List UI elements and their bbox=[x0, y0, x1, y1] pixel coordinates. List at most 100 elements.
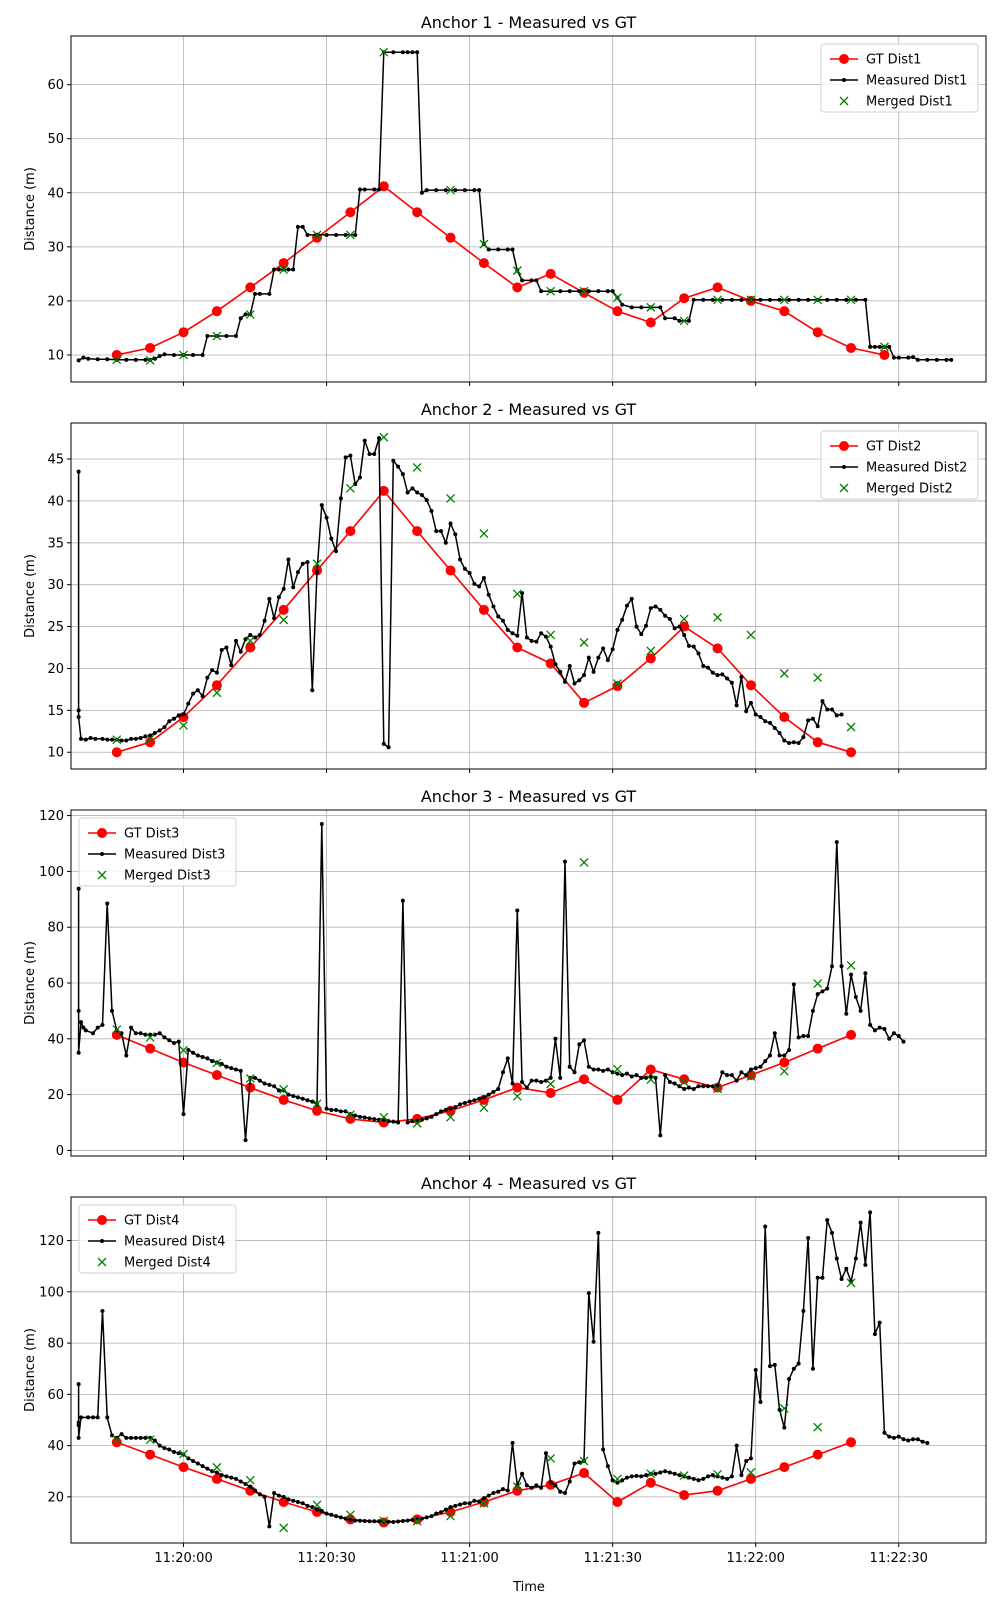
measured-point bbox=[257, 1492, 262, 1497]
measured-point bbox=[481, 1496, 486, 1501]
measured-point bbox=[524, 1483, 529, 1488]
measured-point bbox=[372, 1519, 377, 1524]
measured-point bbox=[820, 1275, 825, 1280]
measured-point bbox=[868, 344, 873, 349]
measured-point bbox=[300, 1096, 305, 1101]
y-tick-label: 10 bbox=[47, 746, 64, 761]
measured-point bbox=[725, 1073, 730, 1078]
measured-point bbox=[453, 532, 458, 537]
measured-point bbox=[148, 733, 153, 738]
measured-point bbox=[439, 1510, 444, 1515]
measured-point bbox=[439, 1109, 444, 1114]
merged-point bbox=[479, 239, 489, 249]
gt-point bbox=[745, 1473, 756, 1484]
measured-point bbox=[548, 1480, 553, 1485]
measured-point bbox=[171, 352, 176, 357]
panel-anchor-1: Anchor 1 - Measured vs GT Distance (m) 1… bbox=[23, 13, 987, 386]
gt-point bbox=[545, 268, 556, 279]
measured-point bbox=[200, 1054, 205, 1059]
measured-point bbox=[791, 1366, 796, 1371]
measured-point bbox=[677, 624, 682, 629]
panel-title: Anchor 1 - Measured vs GT bbox=[421, 13, 637, 32]
measured-point bbox=[605, 1067, 610, 1072]
measured-point bbox=[167, 1447, 172, 1452]
measured-point bbox=[567, 663, 572, 668]
measured-point bbox=[195, 688, 200, 693]
measured-point bbox=[396, 1519, 401, 1524]
measured-point bbox=[491, 604, 496, 609]
measured-point bbox=[405, 1518, 410, 1523]
measured-point bbox=[200, 694, 205, 699]
y-tick-label: 40 bbox=[47, 494, 64, 509]
measured-point bbox=[920, 1439, 925, 1444]
merged-point bbox=[245, 636, 255, 646]
measured-point bbox=[839, 1277, 844, 1282]
merged-point bbox=[546, 286, 556, 296]
measured-point bbox=[620, 1478, 625, 1483]
measured-point bbox=[582, 1038, 587, 1043]
measured-point bbox=[458, 1502, 463, 1507]
measured-point bbox=[839, 712, 844, 717]
merged-point bbox=[179, 1449, 188, 1459]
measured-point bbox=[129, 1025, 134, 1030]
measured-point bbox=[906, 1438, 911, 1443]
measured-point bbox=[686, 643, 691, 648]
y-tick-label: 40 bbox=[47, 186, 64, 201]
gt-series-line bbox=[116, 490, 852, 753]
measured-point bbox=[696, 1478, 701, 1483]
merged-point bbox=[279, 265, 289, 275]
measured-point bbox=[925, 1441, 930, 1446]
measured-point bbox=[658, 1133, 663, 1138]
measured-point bbox=[558, 1075, 563, 1080]
measured-point bbox=[768, 720, 773, 725]
gt-point bbox=[378, 485, 389, 496]
measured-point bbox=[181, 712, 186, 717]
merged-point bbox=[779, 295, 789, 305]
measured-point bbox=[329, 536, 334, 541]
gt-series-line bbox=[116, 1441, 852, 1524]
gt-point bbox=[445, 232, 456, 243]
merged-point bbox=[713, 295, 723, 305]
measured-point bbox=[238, 649, 243, 654]
measured-point bbox=[677, 1473, 682, 1478]
measured-point bbox=[434, 529, 439, 534]
merged-point bbox=[379, 1112, 389, 1122]
y-tick-label: 30 bbox=[47, 578, 64, 593]
measured-point bbox=[815, 1275, 820, 1280]
merged-point bbox=[612, 1474, 622, 1484]
measured-point bbox=[262, 1081, 267, 1086]
measured-point bbox=[829, 964, 834, 969]
gt-point bbox=[812, 1043, 823, 1054]
measured-point bbox=[553, 662, 558, 667]
legend-marker-measured bbox=[100, 852, 104, 856]
panel-anchor-4: Anchor 4 - Measured vs GT Distance (m) 2… bbox=[23, 1174, 987, 1566]
x-axis-label: Time bbox=[512, 1580, 545, 1595]
y-tick-label: 40 bbox=[47, 1032, 64, 1047]
axes-frame bbox=[70, 422, 987, 770]
measured-point bbox=[295, 570, 300, 575]
measured-point bbox=[257, 632, 262, 637]
measured-point bbox=[782, 1053, 787, 1058]
measured-point bbox=[639, 1075, 644, 1080]
measured-point bbox=[710, 1473, 715, 1478]
measured-point bbox=[243, 1138, 248, 1143]
gt-point bbox=[378, 181, 389, 192]
measured-point bbox=[577, 289, 582, 294]
merged-point bbox=[479, 1498, 489, 1508]
measured-point bbox=[696, 651, 701, 656]
gt-point bbox=[145, 737, 156, 748]
measured-point bbox=[534, 1483, 539, 1488]
measured-point bbox=[558, 1489, 563, 1494]
axes-frame bbox=[70, 35, 987, 383]
measured-point bbox=[520, 1471, 525, 1476]
y-tick-label: 40 bbox=[47, 1439, 64, 1454]
measured-point bbox=[434, 1112, 439, 1117]
measured-point bbox=[624, 603, 629, 608]
measured-point bbox=[324, 1511, 329, 1516]
merged-point bbox=[679, 316, 689, 326]
measured-point bbox=[586, 1064, 591, 1069]
measured-point bbox=[748, 1456, 753, 1461]
measured-point bbox=[706, 1474, 711, 1479]
measured-point bbox=[76, 708, 81, 713]
measured-point bbox=[520, 278, 525, 283]
